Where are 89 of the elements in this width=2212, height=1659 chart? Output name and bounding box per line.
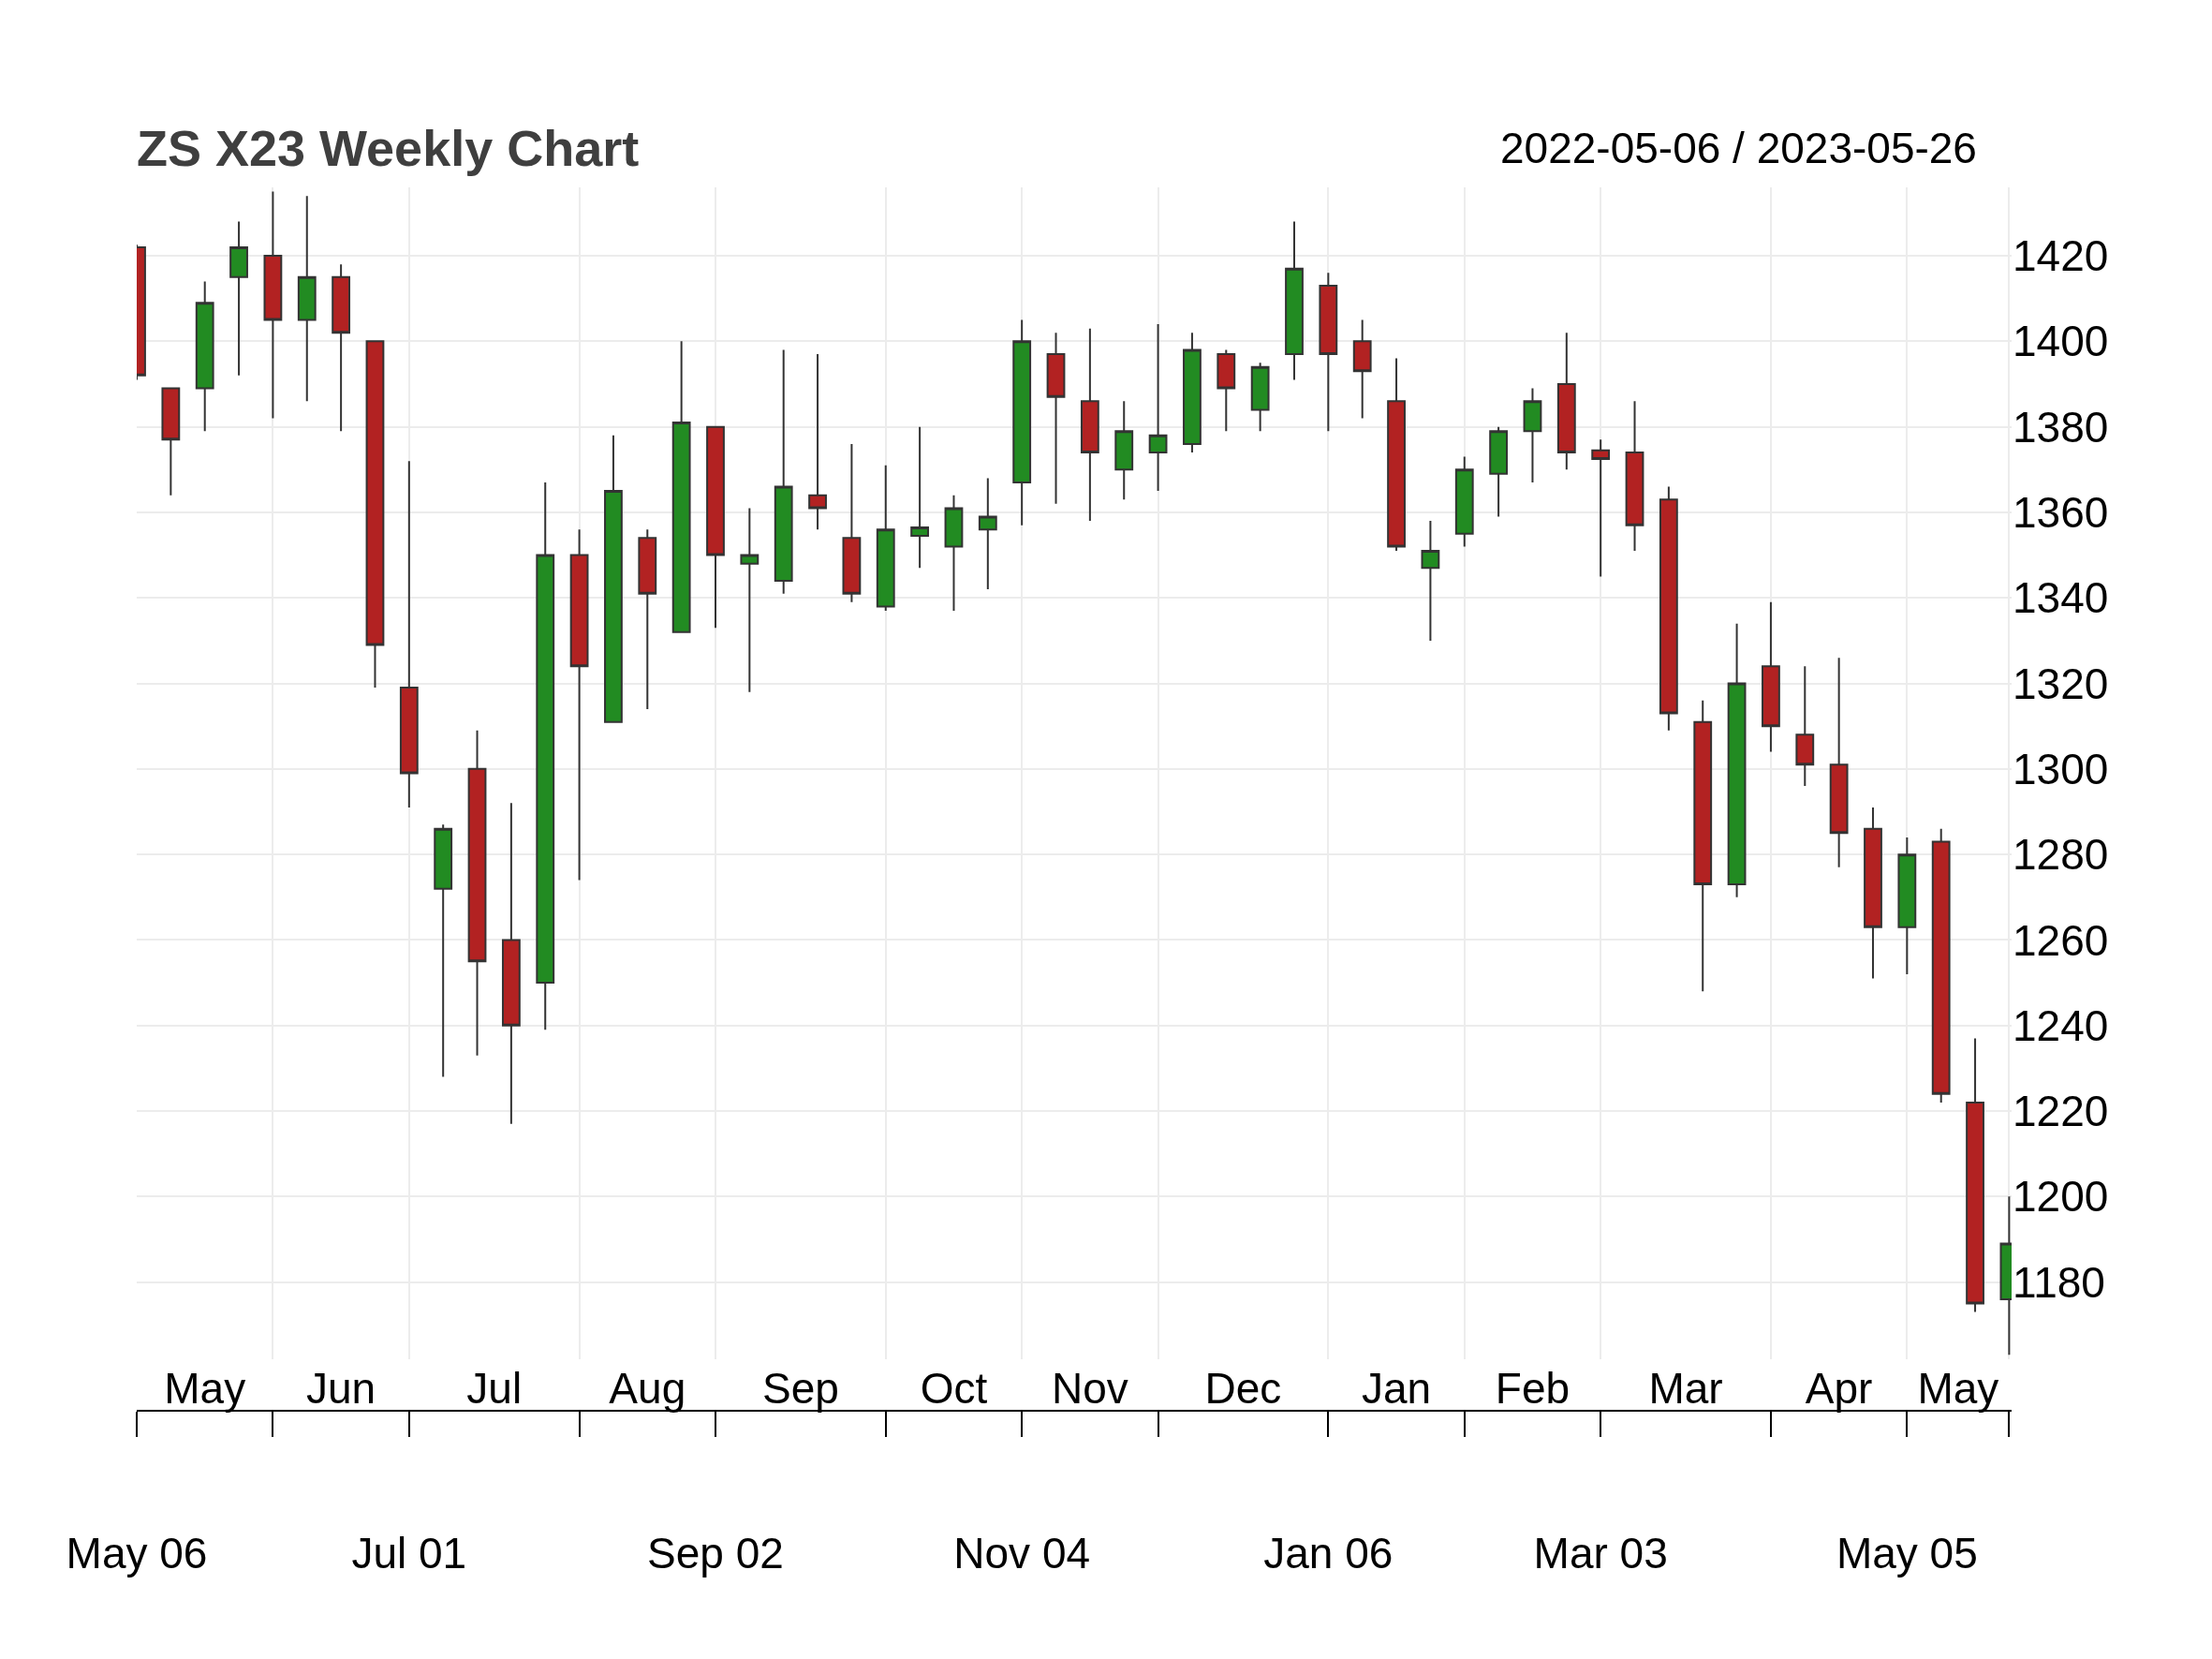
- candlestick: [842, 442, 862, 603]
- candlestick: [229, 220, 248, 377]
- candlestick: [1352, 318, 1372, 420]
- candlestick: [1966, 1037, 1984, 1313]
- candlestick: [1319, 272, 1338, 433]
- y-tick-label: 1400: [2013, 317, 2109, 366]
- x2-tick-label: Feb: [1495, 1363, 1571, 1413]
- candlestick: [399, 460, 419, 808]
- candlestick: [604, 434, 623, 723]
- y-tick-label: 1200: [2013, 1172, 2109, 1222]
- x2-tick-label: Jan: [1361, 1363, 1432, 1413]
- candlestick: [467, 729, 487, 1057]
- x2-tick-label: Aug: [609, 1363, 686, 1413]
- candlestick: [434, 823, 453, 1078]
- candlestick: [1523, 387, 1542, 483]
- candlestick: [1864, 806, 1882, 980]
- x-tick-label: Mar 03: [1533, 1529, 1668, 1578]
- chart-subtitle: 2022-05-06 / 2023-05-26: [1500, 124, 1977, 172]
- x-tick-label: May 05: [1836, 1529, 1978, 1578]
- y-tick-label: 1220: [2013, 1087, 2109, 1136]
- candlestick: [1114, 400, 1134, 501]
- candlestick: [365, 340, 385, 689]
- y-tick-label: 1280: [2013, 830, 2109, 880]
- x-tick-label: Sep 02: [647, 1529, 784, 1578]
- candlestick: [978, 477, 997, 591]
- candlestick: [1250, 362, 1270, 433]
- x-tick-label: Jan 06: [1263, 1529, 1394, 1578]
- y-tick-label: 1240: [2013, 1000, 2109, 1050]
- candlestick: [1285, 220, 1304, 381]
- candlestick: [1454, 455, 1474, 548]
- candlestick: [1931, 827, 1951, 1104]
- x2-tick-label: Dec: [1204, 1363, 1282, 1413]
- candlestick: [944, 494, 964, 612]
- candlestick: [195, 280, 214, 433]
- x2-tick-label: Jul: [466, 1363, 523, 1413]
- candlestick: [1421, 520, 1440, 642]
- x2-tick-label: Sep: [761, 1363, 839, 1413]
- candlestick: [1556, 332, 1576, 471]
- candlestick: [1762, 600, 1780, 753]
- candlestick: [774, 348, 793, 595]
- candlestick: [1897, 836, 1917, 975]
- candlestick: [1659, 485, 1678, 732]
- y-tick-label: 1300: [2013, 744, 2109, 793]
- x2-tick-label: May: [1917, 1363, 1999, 1413]
- candlestick: [808, 353, 827, 531]
- chart-title: ZS X23 Weekly Chart: [137, 119, 640, 176]
- candlestick: [297, 195, 317, 403]
- y-tick-label: 1340: [2013, 573, 2109, 623]
- candlestick: [1046, 332, 1066, 505]
- candlestick: [1217, 348, 1236, 433]
- x2-tick-label: Oct: [920, 1363, 988, 1413]
- x-tick-label: Jul 01: [351, 1529, 467, 1578]
- x-tick-label: Nov 04: [953, 1529, 1091, 1578]
- y-tick-label: 1380: [2013, 402, 2109, 452]
- x2-tick-label: Apr: [1805, 1363, 1873, 1413]
- candlestick: [1693, 699, 1713, 993]
- x2-tick-label: Nov: [1051, 1363, 1128, 1413]
- candlestick: [161, 387, 181, 496]
- candlestick: [1625, 400, 1644, 553]
- x-tick-label: May 06: [66, 1529, 208, 1578]
- candlestick: [1727, 622, 1747, 898]
- candlestick: [1148, 323, 1168, 493]
- y-tick-label: 1360: [2013, 488, 2109, 538]
- x2-tick-label: May: [164, 1363, 246, 1413]
- candlestick: [1489, 425, 1509, 518]
- candlestick: [536, 481, 555, 1031]
- y-tick-label: 1180: [2013, 1257, 2105, 1307]
- candlestick: [1591, 438, 1611, 578]
- candlestick: [671, 340, 691, 633]
- candlestick: [1829, 657, 1849, 868]
- x2-tick-label: Jun: [306, 1363, 376, 1413]
- candlestick: [1012, 318, 1032, 526]
- candlestick: [1387, 357, 1406, 553]
- candlestick: [1080, 327, 1099, 523]
- candlestick: [263, 190, 283, 420]
- candlestick: [332, 263, 351, 433]
- candlestick: [638, 528, 657, 710]
- x2-tick-label: Mar: [1648, 1363, 1723, 1413]
- candlestick: [876, 464, 895, 612]
- candlestick: [910, 425, 930, 570]
- candlestick: [1795, 665, 1815, 788]
- candlestick: [1183, 332, 1202, 454]
- y-tick-label: 1420: [2013, 231, 2109, 281]
- candlestick: [569, 528, 589, 881]
- candlestick: [501, 802, 521, 1125]
- candlestick: [706, 425, 725, 630]
- candlestick: [740, 507, 759, 693]
- y-tick-label: 1260: [2013, 915, 2109, 965]
- y-tick-label: 1320: [2013, 659, 2109, 708]
